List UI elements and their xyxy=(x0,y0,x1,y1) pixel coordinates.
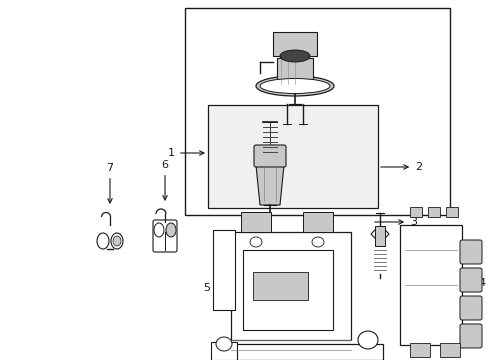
Bar xyxy=(241,212,270,232)
FancyBboxPatch shape xyxy=(459,296,481,320)
Text: 4: 4 xyxy=(474,278,481,288)
Bar xyxy=(210,342,237,360)
FancyBboxPatch shape xyxy=(459,268,481,292)
Bar xyxy=(445,207,457,217)
Text: 3: 3 xyxy=(374,217,416,227)
Bar xyxy=(427,207,439,217)
Bar xyxy=(230,232,350,340)
Ellipse shape xyxy=(113,236,121,246)
Ellipse shape xyxy=(357,331,377,349)
FancyBboxPatch shape xyxy=(459,240,481,264)
Ellipse shape xyxy=(216,337,231,351)
Text: 1: 1 xyxy=(168,148,203,158)
Bar xyxy=(184,8,449,215)
Ellipse shape xyxy=(256,76,333,96)
Bar xyxy=(272,32,316,56)
Bar xyxy=(243,250,332,330)
Bar xyxy=(399,225,461,345)
Text: 5: 5 xyxy=(203,283,244,293)
Ellipse shape xyxy=(97,233,109,249)
Bar xyxy=(207,105,377,208)
Bar xyxy=(303,212,332,232)
Ellipse shape xyxy=(280,50,309,62)
FancyBboxPatch shape xyxy=(459,324,481,348)
Bar xyxy=(213,344,382,360)
Bar xyxy=(252,272,307,300)
Ellipse shape xyxy=(260,78,329,94)
FancyBboxPatch shape xyxy=(153,220,177,252)
Ellipse shape xyxy=(311,237,324,247)
Ellipse shape xyxy=(154,223,163,237)
Ellipse shape xyxy=(111,233,123,249)
Polygon shape xyxy=(256,165,284,205)
FancyBboxPatch shape xyxy=(253,145,285,167)
Bar xyxy=(439,343,459,357)
Polygon shape xyxy=(370,229,388,239)
Text: 4: 4 xyxy=(475,278,484,288)
Text: 6: 6 xyxy=(161,160,168,200)
Ellipse shape xyxy=(165,223,176,237)
Text: 7: 7 xyxy=(106,163,113,203)
Text: 2: 2 xyxy=(380,162,421,172)
Ellipse shape xyxy=(249,237,262,247)
Bar xyxy=(213,230,235,310)
Bar xyxy=(409,207,421,217)
Bar xyxy=(276,58,312,84)
Bar xyxy=(374,226,384,246)
Bar xyxy=(409,343,429,357)
